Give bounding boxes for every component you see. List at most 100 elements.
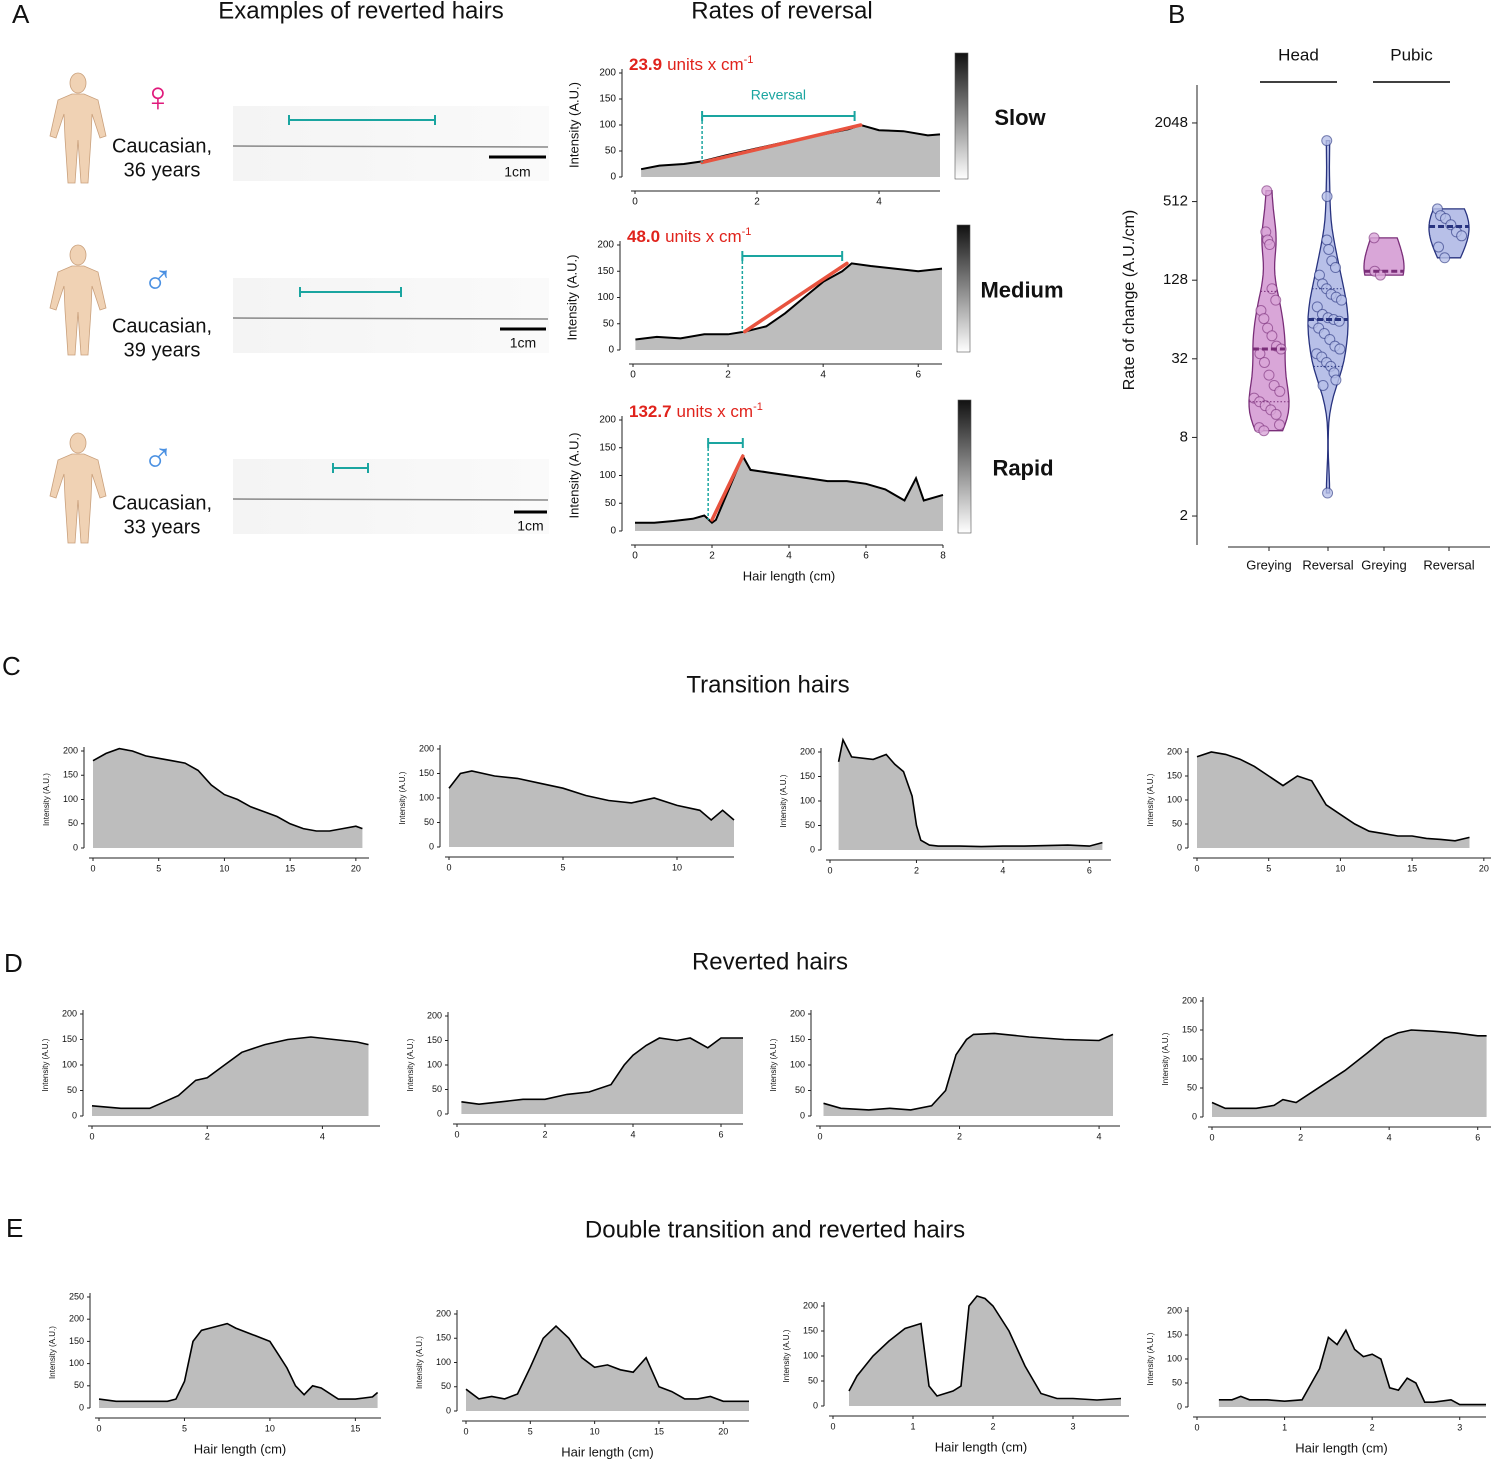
data-point bbox=[1311, 301, 1323, 313]
x-tick-label: 0 bbox=[96, 1423, 101, 1433]
y-tick-label: 100 bbox=[63, 794, 78, 804]
y-axis-label: Rate of change (A.U./cm) bbox=[1121, 210, 1138, 391]
area bbox=[1212, 1030, 1487, 1117]
x-tick-label: 2 bbox=[754, 197, 760, 208]
x-tick-label: 0 bbox=[454, 1129, 459, 1139]
y-tick-label: 100 bbox=[69, 1358, 84, 1368]
data-point bbox=[1456, 230, 1468, 242]
x-tick-label: Greying bbox=[1246, 557, 1292, 572]
y-tick-label: 2 bbox=[1180, 507, 1188, 524]
y-tick-label: 200 bbox=[803, 1300, 818, 1310]
y-axis-label: Intensity (A.U.) bbox=[415, 1336, 424, 1389]
panel-label: D bbox=[4, 948, 23, 978]
x-tick-label: 15 bbox=[654, 1426, 664, 1436]
rate-value: 48.0 bbox=[627, 227, 660, 246]
y-tick-label: 150 bbox=[427, 1035, 442, 1045]
y-tick-label: 50 bbox=[1172, 818, 1182, 828]
y-tick-label: 100 bbox=[1167, 1353, 1182, 1363]
area bbox=[99, 1323, 378, 1408]
x-tick-label: 2 bbox=[1298, 1132, 1303, 1142]
rate-value: 132.7 bbox=[629, 402, 672, 421]
y-tick-label: 50 bbox=[68, 818, 78, 828]
y-tick-label: 50 bbox=[424, 817, 434, 827]
subject-info: 39 years bbox=[124, 339, 201, 361]
x-tick-label: 0 bbox=[827, 865, 832, 875]
sex-symbol: ♂ bbox=[142, 256, 174, 303]
x-tick-label: 3 bbox=[1070, 1421, 1075, 1431]
y-tick-label: 0 bbox=[810, 844, 815, 854]
y-tick-label: 32 bbox=[1171, 350, 1188, 367]
reversal-bracket bbox=[299, 287, 402, 297]
y-tick-label: 200 bbox=[63, 745, 78, 755]
fit-line bbox=[742, 261, 849, 334]
y-axis-label: Intensity (A.U.) bbox=[769, 1038, 778, 1091]
y-tick-label: 0 bbox=[446, 1405, 451, 1415]
data-point bbox=[1263, 369, 1275, 381]
data-point bbox=[1264, 239, 1276, 251]
area bbox=[93, 748, 363, 848]
y-tick-label: 0 bbox=[79, 1402, 84, 1412]
y-tick-label: 0 bbox=[1192, 1111, 1197, 1121]
reversal-bracket bbox=[707, 438, 744, 448]
data-point bbox=[1317, 379, 1329, 391]
section-title: Reverted hairs bbox=[692, 948, 848, 975]
data-point bbox=[1321, 190, 1333, 202]
rate-unit: units x cm bbox=[677, 402, 754, 421]
x-tick-label: 2 bbox=[914, 865, 919, 875]
x-tick-label: 15 bbox=[285, 863, 295, 873]
y-tick-label: 100 bbox=[427, 1059, 442, 1069]
scale-label: 1cm bbox=[504, 164, 530, 180]
area bbox=[635, 456, 943, 531]
area bbox=[1197, 752, 1470, 848]
x-tick-label: 10 bbox=[1335, 863, 1345, 873]
y-tick-label: 150 bbox=[803, 1325, 818, 1335]
y-tick-label: 100 bbox=[419, 792, 434, 802]
y-tick-label: 250 bbox=[69, 1291, 84, 1301]
data-point bbox=[1322, 487, 1334, 499]
y-tick-label: 200 bbox=[599, 68, 616, 79]
data-point bbox=[1258, 425, 1270, 437]
x-tick-label: 4 bbox=[320, 1131, 325, 1141]
data-point bbox=[1330, 262, 1342, 274]
data-point bbox=[1274, 385, 1286, 397]
y-tick-label: 150 bbox=[1167, 770, 1182, 780]
x-tick-label: 3 bbox=[1457, 1422, 1462, 1432]
head bbox=[69, 244, 87, 266]
y-tick-label: 150 bbox=[419, 768, 434, 778]
data-point bbox=[1254, 348, 1266, 360]
y-tick-label: 100 bbox=[800, 795, 815, 805]
area bbox=[849, 1296, 1121, 1406]
rate-value: 23.9 bbox=[629, 55, 662, 74]
subject-info: Caucasian, bbox=[112, 315, 212, 337]
panel-title: Examples of reverted hairs bbox=[218, 0, 503, 24]
x-axis-label: Hair length (cm) bbox=[743, 568, 835, 583]
group-label: Head bbox=[1278, 45, 1319, 64]
hair bbox=[232, 498, 549, 501]
subject-info: Caucasian, bbox=[112, 492, 212, 514]
data-point bbox=[1266, 330, 1278, 342]
y-tick-label: 0 bbox=[437, 1108, 442, 1118]
human-figure bbox=[49, 432, 107, 544]
fit-line bbox=[700, 123, 863, 165]
y-tick-label: 200 bbox=[790, 1008, 805, 1018]
y-axis-label: Intensity (A.U.) bbox=[782, 1329, 791, 1382]
x-tick-label: 4 bbox=[1097, 1131, 1102, 1141]
data-point bbox=[1334, 343, 1346, 355]
data-point bbox=[1266, 283, 1278, 295]
x-tick-label: 5 bbox=[528, 1426, 533, 1436]
x-tick-label: 4 bbox=[1000, 865, 1005, 875]
reversal-bracket bbox=[701, 111, 856, 121]
y-tick-label: 200 bbox=[1167, 746, 1182, 756]
head bbox=[69, 432, 87, 454]
x-tick-label: 2 bbox=[709, 551, 715, 562]
speed-label: Slow bbox=[994, 105, 1046, 130]
y-tick-label: 50 bbox=[74, 1380, 84, 1390]
data-point bbox=[1258, 356, 1270, 368]
x-tick-label: 6 bbox=[718, 1129, 723, 1139]
y-tick-label: 150 bbox=[599, 94, 616, 105]
area bbox=[635, 263, 942, 350]
data-point bbox=[1336, 294, 1348, 306]
y-tick-label: 50 bbox=[808, 1375, 818, 1385]
y-tick-label: 200 bbox=[419, 743, 434, 753]
